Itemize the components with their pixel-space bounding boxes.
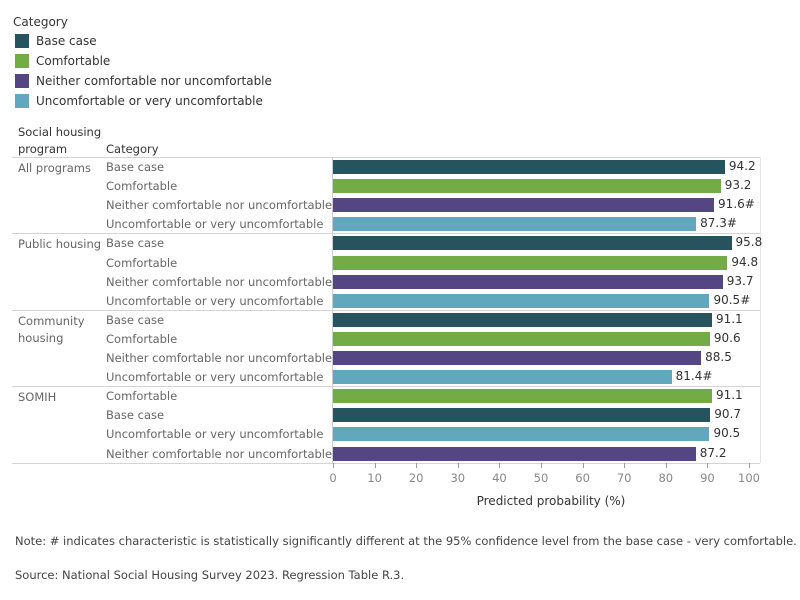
legend-swatch xyxy=(15,94,29,108)
data-label: 94.2 xyxy=(728,159,756,173)
data-label: 91.6# xyxy=(718,197,755,212)
x-tick-label: 0 xyxy=(329,470,337,485)
x-tick-label: 10 xyxy=(367,470,382,485)
category-label: Neither comfortable nor uncomfortable xyxy=(106,446,333,461)
x-tick-mark xyxy=(499,462,501,468)
legend-label: Base case xyxy=(36,34,97,48)
x-tick-label: 20 xyxy=(408,470,424,485)
bar xyxy=(333,236,732,251)
x-tick-label: 100 xyxy=(738,470,760,485)
category-label: Neither comfortable nor uncomfortable xyxy=(106,351,333,365)
legend-label: Comfortable xyxy=(36,54,111,68)
data-label: 81.4# xyxy=(675,369,713,384)
bar xyxy=(333,370,672,385)
x-tick-label: 30 xyxy=(450,470,466,485)
category-label: Base case xyxy=(106,312,165,327)
data-label: 90.6 xyxy=(713,330,741,345)
x-tick-mark xyxy=(374,462,376,468)
x-tick-mark xyxy=(624,462,626,468)
legend-item[interactable]: Uncomfortable or very uncomfortable xyxy=(15,93,263,109)
data-label: 93.7 xyxy=(726,273,754,288)
data-label: 93.2 xyxy=(724,178,752,193)
x-tick-mark xyxy=(457,462,459,468)
data-label: 95.8 xyxy=(735,235,763,250)
x-tick-label: 60 xyxy=(575,470,590,485)
bar xyxy=(333,312,712,327)
category-label: Uncomfortable or very uncomfortable xyxy=(106,427,324,442)
category-header: Category xyxy=(106,142,159,156)
divider xyxy=(12,309,760,311)
x-tick-mark xyxy=(582,462,584,468)
bar xyxy=(333,408,711,423)
bar xyxy=(333,198,715,213)
bar xyxy=(333,351,702,365)
category-label: Uncomfortable or very uncomfortable xyxy=(106,217,324,232)
data-label: 87.2 xyxy=(699,445,727,460)
legend-swatch xyxy=(15,74,29,88)
x-tick-label: 80 xyxy=(658,470,674,485)
category-label: Neither comfortable nor uncomfortable xyxy=(106,198,333,213)
bar xyxy=(333,331,710,346)
divider xyxy=(12,386,760,388)
legend-item[interactable]: Comfortable xyxy=(15,53,110,69)
category-label: Base case xyxy=(106,408,165,423)
category-label: Neither comfortable nor uncomfortable xyxy=(106,274,333,289)
divider xyxy=(12,462,760,464)
bar xyxy=(333,217,697,232)
category-label: Uncomfortable or very uncomfortable xyxy=(106,370,324,385)
bar xyxy=(333,427,710,442)
x-tick-mark xyxy=(541,462,542,468)
category-label: Comfortable xyxy=(106,255,178,270)
source-text: Source: National Social Housing Survey 2… xyxy=(15,568,405,582)
data-label: 90.5 xyxy=(713,426,741,441)
bar xyxy=(333,179,721,194)
group-label: Community housing xyxy=(18,313,85,345)
data-label: 90.5# xyxy=(713,292,751,307)
x-tick-mark xyxy=(665,462,667,468)
legend-item[interactable]: Base case xyxy=(15,33,97,49)
right-border xyxy=(760,157,761,463)
divider xyxy=(12,233,760,235)
legend-label: Uncomfortable or very uncomfortable xyxy=(36,94,263,108)
category-label: Comfortable xyxy=(106,331,178,346)
group-label: SOMIH xyxy=(18,390,57,405)
bar xyxy=(333,446,696,461)
x-tick-mark xyxy=(333,462,334,468)
legend-swatch xyxy=(15,54,29,68)
data-label: 87.3# xyxy=(700,216,737,231)
x-tick-label: 40 xyxy=(492,470,507,485)
category-label: Uncomfortable or very uncomfortable xyxy=(106,293,324,308)
note-text: Note: # indicates characteristic is stat… xyxy=(15,534,797,548)
group-label: Public housing xyxy=(18,237,102,252)
x-tick-label: 50 xyxy=(533,470,549,485)
bar xyxy=(333,293,710,308)
x-tick-mark xyxy=(707,462,709,468)
legend-swatch xyxy=(15,34,29,48)
data-label: 94.8 xyxy=(731,254,759,269)
data-label: 91.1 xyxy=(715,388,743,403)
data-label: 88.5 xyxy=(705,350,732,364)
bar xyxy=(333,160,725,174)
category-label: Base case xyxy=(106,160,165,174)
category-label: Base case xyxy=(106,236,165,251)
bar xyxy=(333,389,712,404)
x-tick-mark xyxy=(416,462,418,468)
x-tick-mark xyxy=(749,462,750,468)
legend-title: Category xyxy=(13,15,68,29)
data-label: 90.7 xyxy=(714,407,742,422)
bar xyxy=(333,274,723,289)
x-axis-title: Predicted probability (%) xyxy=(476,493,626,508)
group-label: All programs xyxy=(18,161,91,175)
program-header: Social housing program xyxy=(18,125,102,156)
divider xyxy=(12,157,760,158)
legend-item[interactable]: Neither comfortable nor uncomfortable xyxy=(15,73,272,89)
legend-label: Neither comfortable nor uncomfortable xyxy=(36,74,272,88)
category-label: Comfortable xyxy=(106,179,178,194)
x-tick-label: 70 xyxy=(616,470,632,485)
data-label: 91.1 xyxy=(715,311,743,326)
x-tick-label: 90 xyxy=(700,470,715,485)
category-label: Comfortable xyxy=(106,389,178,404)
bar xyxy=(333,255,728,270)
